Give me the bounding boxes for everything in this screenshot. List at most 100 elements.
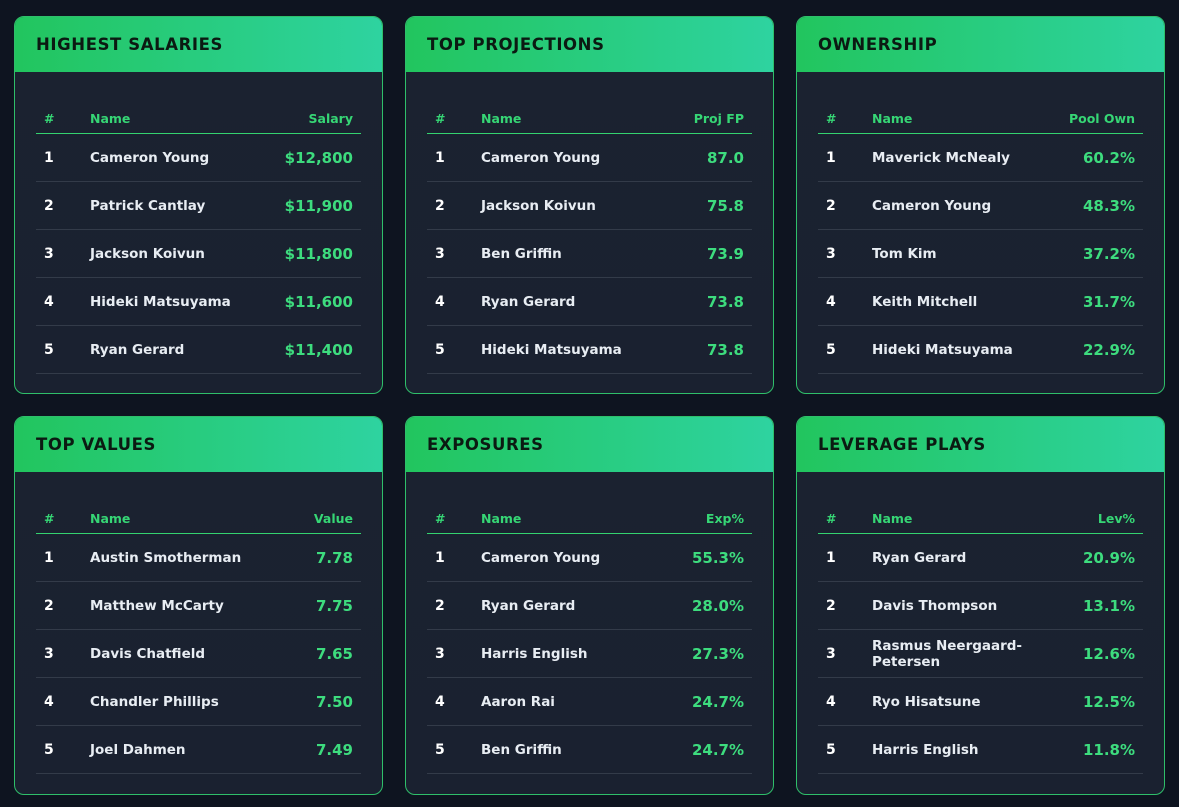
column-header-rank[interactable]: # [44,111,55,126]
row-player-name: Hideki Matsuyama [481,341,622,358]
row-rank: 4 [44,693,54,710]
row-rank: 1 [44,149,54,166]
row-value: 12.6% [1082,644,1135,663]
row-value: $11,800 [284,244,353,263]
row-player-name: Hideki Matsuyama [90,293,231,310]
column-header-value[interactable]: Proj FP [693,111,744,126]
row-value: 87.0 [706,148,744,167]
table-row[interactable]: 1 Maverick McNealy 60.2% [818,134,1143,182]
data-table: # Name Value 1 Austin Smotherman 7.78 2 Mat… [36,504,361,774]
column-header-rank[interactable]: # [826,511,837,526]
card-title: EXPOSURES [427,435,544,454]
row-rank: 3 [826,645,836,662]
row-value: 31.7% [1082,292,1135,311]
row-value: $12,800 [284,148,353,167]
row-player-name: Maverick McNealy [872,149,1010,166]
row-rank: 3 [826,245,836,262]
row-value: 12.5% [1082,692,1135,711]
row-rank: 1 [435,149,445,166]
table-row[interactable]: 4 Chandler Phillips 7.50 [36,678,361,726]
row-value: 20.9% [1082,548,1135,567]
row-rank: 3 [44,245,54,262]
row-rank: 5 [435,741,445,758]
table-row[interactable]: 3 Jackson Koivun $11,800 [36,230,361,278]
row-player-name: Hideki Matsuyama [872,341,1013,358]
table-row[interactable]: 2 Matthew McCarty 7.75 [36,582,361,630]
table-row[interactable]: 2 Jackson Koivun 75.8 [427,182,752,230]
row-rank: 5 [435,341,445,358]
table-row[interactable]: 2 Ryan Gerard 28.0% [427,582,752,630]
row-rank: 1 [826,549,836,566]
table-row[interactable]: 4 Hideki Matsuyama $11,600 [36,278,361,326]
table-row[interactable]: 3 Davis Chatfield 7.65 [36,630,361,678]
table-row[interactable]: 4 Ryo Hisatsune 12.5% [818,678,1143,726]
column-header-rank[interactable]: # [826,111,837,126]
row-rank: 4 [44,293,54,310]
card-leverage-plays: LEVERAGE PLAYS # Name Lev% 1 Ryan Gerard 2… [796,416,1165,795]
table-row[interactable]: 1 Cameron Young $12,800 [36,134,361,182]
row-player-name: Austin Smotherman [90,549,242,566]
column-header-value[interactable]: Pool Own [1068,111,1135,126]
column-header-name[interactable]: Name [90,511,131,526]
column-header-name[interactable]: Name [872,511,913,526]
row-player-name: Ryan Gerard [90,341,185,358]
table-row[interactable]: 4 Aaron Rai 24.7% [427,678,752,726]
card-title: TOP VALUES [36,435,157,454]
table-row[interactable]: 3 Harris English 27.3% [427,630,752,678]
table-row[interactable]: 4 Keith Mitchell 31.7% [818,278,1143,326]
table-row[interactable]: 2 Cameron Young 48.3% [818,182,1143,230]
column-header-value[interactable]: Exp% [705,511,744,526]
table-row[interactable]: 3 Rasmus Neergaard-Petersen 12.6% [818,630,1143,678]
row-player-name: Ben Griffin [481,741,562,758]
table-row[interactable]: 1 Austin Smotherman 7.78 [36,534,361,582]
column-header-name[interactable]: Name [90,111,131,126]
table-row[interactable]: 2 Patrick Cantlay $11,900 [36,182,361,230]
row-value: 13.1% [1082,596,1135,615]
row-rank: 5 [44,341,54,358]
row-value: 73.8 [706,292,744,311]
table-row[interactable]: 5 Harris English 11.8% [818,726,1143,774]
table-row[interactable]: 3 Ben Griffin 73.9 [427,230,752,278]
row-rank: 1 [826,149,836,166]
table-row[interactable]: 5 Joel Dahmen 7.49 [36,726,361,774]
table-row[interactable]: 5 Ben Griffin 24.7% [427,726,752,774]
row-player-name: Cameron Young [481,149,601,166]
card-header: TOP PROJECTIONS [406,17,773,72]
card-header: EXPOSURES [406,417,773,472]
column-header-rank[interactable]: # [44,511,55,526]
row-value: 22.9% [1082,340,1135,359]
table-row[interactable]: 5 Hideki Matsuyama 73.8 [427,326,752,374]
table-row[interactable]: 1 Cameron Young 55.3% [427,534,752,582]
row-player-name: Keith Mitchell [872,293,978,310]
card-ownership: OWNERSHIP # Name Pool Own 1 Maverick McNe… [796,16,1165,394]
row-rank: 2 [435,197,445,214]
row-rank: 2 [44,197,54,214]
row-player-name: Ryan Gerard [481,293,576,310]
row-player-name: Chandler Phillips [90,693,219,710]
row-rank: 4 [435,693,445,710]
column-header-rank[interactable]: # [435,111,446,126]
table-row[interactable]: 2 Davis Thompson 13.1% [818,582,1143,630]
column-header-value[interactable]: Value [313,511,353,526]
row-rank: 5 [826,741,836,758]
table-row[interactable]: 5 Ryan Gerard $11,400 [36,326,361,374]
table-row[interactable]: 3 Tom Kim 37.2% [818,230,1143,278]
table-row[interactable]: 1 Cameron Young 87.0 [427,134,752,182]
row-value: $11,400 [284,340,353,359]
row-rank: 3 [435,645,445,662]
column-header-rank[interactable]: # [435,511,446,526]
row-value: 75.8 [706,196,744,215]
row-rank: 4 [826,293,836,310]
column-header-value[interactable]: Salary [308,111,353,126]
table-row[interactable]: 5 Hideki Matsuyama 22.9% [818,326,1143,374]
column-header-name[interactable]: Name [481,111,522,126]
row-player-name: Matthew McCarty [90,597,224,614]
column-header-name[interactable]: Name [872,111,913,126]
column-header-name[interactable]: Name [481,511,522,526]
table-row[interactable]: 4 Ryan Gerard 73.8 [427,278,752,326]
row-value: 60.2% [1082,148,1135,167]
row-value: 11.8% [1082,740,1135,759]
table-row[interactable]: 1 Ryan Gerard 20.9% [818,534,1143,582]
dashboard-grid: HIGHEST SALARIES # Name Salary 1 Cameron … [14,16,1165,795]
column-header-value[interactable]: Lev% [1097,511,1135,526]
